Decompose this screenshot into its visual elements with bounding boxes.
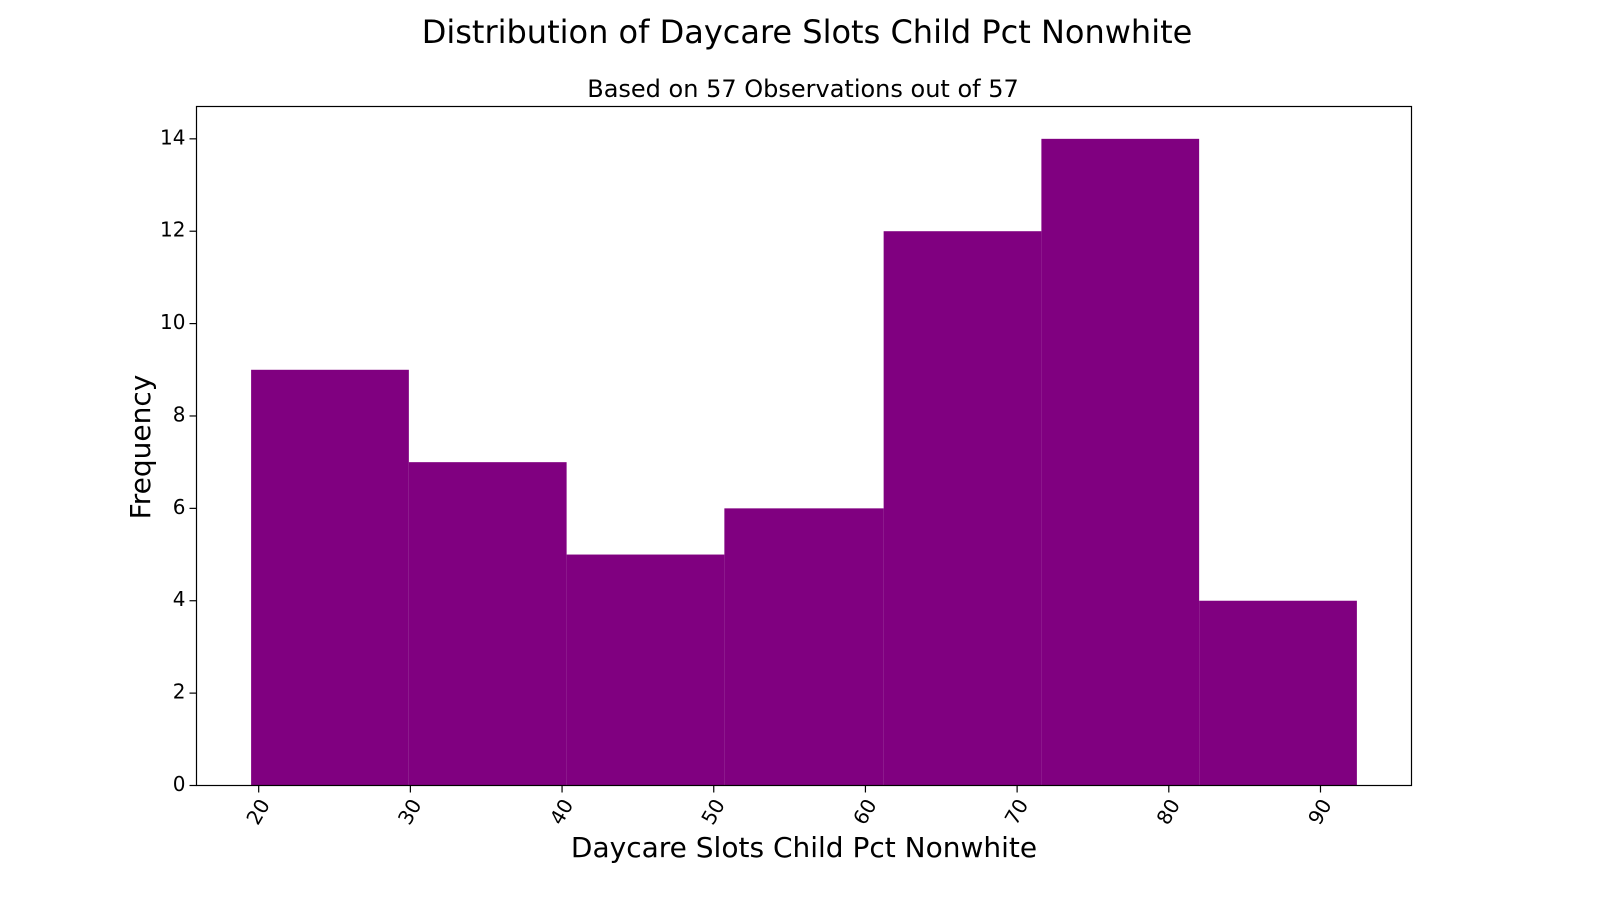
y-axis-label: Frequency — [124, 375, 157, 520]
histogram-bar-0 — [251, 369, 409, 786]
histogram-bar-6 — [1199, 600, 1357, 786]
x-tick-label-7: 90 — [1303, 795, 1337, 829]
histogram-bar-3 — [724, 508, 884, 786]
y-tick-label-1: 2 — [173, 680, 186, 704]
x-axis-ticks: 20 30 40 50 60 70 80 90 — [241, 785, 1337, 829]
x-tick-label-0: 20 — [241, 795, 275, 829]
y-tick-label-0: 0 — [173, 772, 186, 796]
x-axis-label: Daycare Slots Child Pct Nonwhite — [571, 831, 1037, 864]
y-tick-label-5: 10 — [160, 310, 185, 334]
chart-subtitle: Based on 57 Observations out of 57 — [587, 75, 1019, 103]
chart-title: Distribution of Daycare Slots Child Pct … — [422, 13, 1193, 51]
y-tick-label-4: 8 — [173, 402, 186, 426]
histogram-bar-1 — [408, 462, 567, 786]
histogram-bar-5 — [1041, 138, 1200, 786]
x-tick-label-5: 70 — [1000, 795, 1034, 829]
y-tick-label-2: 4 — [173, 587, 186, 611]
x-tick-label-2: 40 — [545, 795, 579, 829]
histogram-bar-2 — [566, 554, 725, 786]
y-tick-label-6: 12 — [160, 218, 185, 242]
plot-frame — [195, 105, 1413, 787]
bars-group — [251, 138, 1357, 786]
y-axis-ticks: 0 2 4 6 8 10 12 14 — [160, 125, 197, 796]
x-tick-label-3: 50 — [696, 795, 730, 829]
y-tick-label-3: 6 — [173, 495, 186, 519]
histogram-bar-4 — [883, 231, 1042, 786]
x-tick-label-1: 30 — [393, 795, 427, 829]
y-tick-label-7: 14 — [160, 125, 185, 149]
x-tick-label-6: 80 — [1151, 795, 1185, 829]
x-tick-label-4: 60 — [848, 795, 882, 829]
